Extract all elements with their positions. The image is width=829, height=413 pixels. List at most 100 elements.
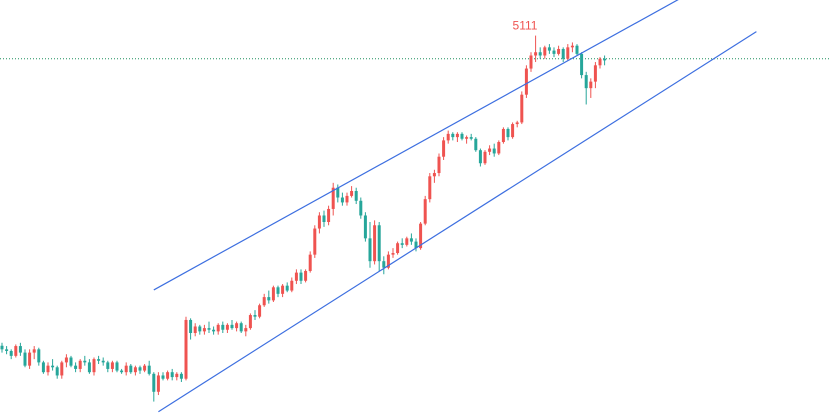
candle bbox=[179, 372, 183, 382]
candle-body bbox=[603, 58, 607, 61]
candle-body bbox=[87, 362, 91, 373]
candle bbox=[474, 137, 478, 152]
candle bbox=[193, 323, 197, 337]
candle-body bbox=[469, 137, 473, 139]
candle bbox=[492, 143, 496, 157]
candle-body bbox=[534, 52, 538, 56]
candle-body bbox=[110, 362, 114, 369]
candle bbox=[51, 359, 55, 371]
labels-layer: 5111 bbox=[513, 19, 538, 33]
candle-body bbox=[69, 357, 73, 366]
candle bbox=[216, 323, 220, 335]
candle-body bbox=[202, 328, 206, 332]
candle-body bbox=[262, 297, 266, 306]
candle-body bbox=[446, 133, 450, 141]
candle bbox=[350, 186, 354, 198]
candle-body bbox=[294, 272, 298, 281]
candle-body bbox=[189, 319, 193, 334]
candle-body bbox=[285, 285, 289, 291]
candle bbox=[166, 370, 170, 381]
candle-body bbox=[5, 349, 9, 351]
candle-body bbox=[207, 328, 211, 330]
candle bbox=[515, 120, 519, 128]
candle bbox=[124, 362, 128, 376]
candle-body bbox=[552, 50, 556, 54]
candle bbox=[97, 355, 101, 365]
candle-body bbox=[575, 45, 579, 54]
candle bbox=[74, 362, 78, 373]
candle bbox=[152, 372, 156, 402]
candle bbox=[455, 132, 459, 143]
candle-body bbox=[92, 359, 96, 373]
candle bbox=[534, 35, 538, 63]
candle-body bbox=[106, 362, 110, 369]
candle-body bbox=[405, 238, 409, 245]
candle-body bbox=[212, 329, 216, 332]
candle bbox=[317, 212, 321, 234]
candle bbox=[308, 251, 312, 273]
candle bbox=[423, 195, 427, 226]
candle bbox=[285, 282, 289, 293]
candle bbox=[106, 360, 110, 373]
candle bbox=[46, 362, 50, 376]
candle-body bbox=[437, 156, 441, 174]
candle-body bbox=[451, 133, 455, 138]
candle-body bbox=[382, 261, 386, 268]
candle bbox=[340, 192, 344, 206]
candle-body bbox=[161, 375, 165, 379]
candle-body bbox=[170, 372, 174, 378]
candle bbox=[359, 197, 363, 219]
candle bbox=[235, 321, 239, 332]
candle bbox=[212, 326, 216, 335]
candle-body bbox=[483, 151, 487, 164]
candle-body bbox=[409, 238, 413, 242]
candle-body bbox=[248, 315, 252, 329]
candle bbox=[497, 140, 501, 156]
candle-body bbox=[442, 140, 446, 157]
candle bbox=[304, 269, 308, 283]
candle bbox=[437, 153, 441, 177]
candle bbox=[322, 210, 326, 227]
candle bbox=[396, 241, 400, 255]
candle bbox=[120, 368, 124, 374]
candle-body bbox=[336, 187, 340, 198]
candle-body bbox=[580, 53, 584, 76]
candle-body bbox=[41, 362, 45, 373]
candle bbox=[244, 324, 248, 337]
channel-line-lower bbox=[158, 31, 757, 413]
candle-body bbox=[400, 243, 404, 245]
candle-body bbox=[322, 215, 326, 223]
candle-body bbox=[354, 190, 358, 201]
candle-body bbox=[28, 352, 32, 366]
candle bbox=[60, 360, 64, 379]
candle bbox=[207, 321, 211, 334]
candle bbox=[18, 342, 22, 356]
candle-body bbox=[593, 65, 597, 82]
candle-body bbox=[308, 254, 312, 271]
candle bbox=[41, 360, 45, 374]
candle-body bbox=[216, 324, 220, 332]
candle bbox=[69, 355, 73, 368]
candle bbox=[313, 225, 317, 258]
candle bbox=[0, 342, 4, 353]
candle-body bbox=[244, 328, 248, 332]
candle-body bbox=[14, 346, 18, 356]
candle-body bbox=[570, 45, 574, 48]
candle-body bbox=[115, 362, 119, 371]
candle bbox=[202, 324, 206, 335]
candle bbox=[271, 285, 275, 302]
candle bbox=[561, 47, 565, 63]
candle-body bbox=[78, 360, 82, 369]
candle bbox=[9, 349, 13, 360]
candle bbox=[184, 316, 188, 381]
candle bbox=[566, 44, 570, 61]
candle bbox=[368, 222, 372, 268]
candle-body bbox=[538, 52, 542, 56]
candle bbox=[501, 127, 505, 144]
candle-body bbox=[152, 373, 156, 392]
candle-body bbox=[133, 367, 137, 373]
candle bbox=[446, 130, 450, 144]
candle-body bbox=[267, 297, 271, 301]
candle bbox=[432, 169, 436, 183]
